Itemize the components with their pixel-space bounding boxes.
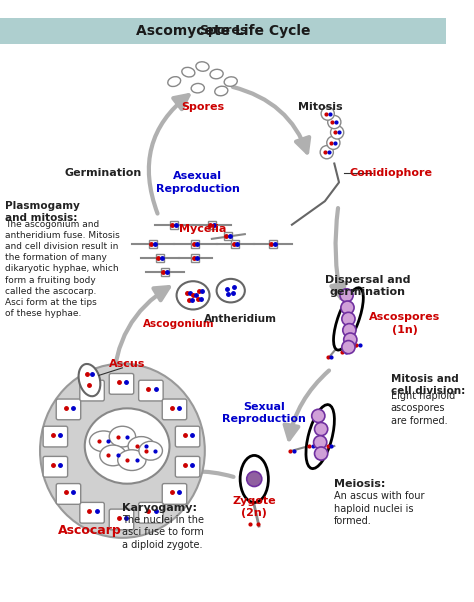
FancyBboxPatch shape <box>0 17 447 44</box>
Text: The nuclei in the
asci fuse to form
a diploid zygote.: The nuclei in the asci fuse to form a di… <box>122 515 204 550</box>
Text: Conidiophore: Conidiophore <box>349 168 432 178</box>
Circle shape <box>320 146 333 159</box>
Ellipse shape <box>182 67 195 77</box>
Ellipse shape <box>240 456 268 503</box>
Ellipse shape <box>334 288 364 350</box>
Text: The ascogonium and
antheridium fuse. Mitosis
and cell division result in
the for: The ascogonium and antheridium fuse. Mit… <box>5 220 119 318</box>
Ellipse shape <box>224 77 237 86</box>
Ellipse shape <box>128 436 155 456</box>
Ellipse shape <box>191 84 204 93</box>
Text: An ascus with four
haploid nuclei is
formed.: An ascus with four haploid nuclei is for… <box>334 491 425 526</box>
Text: Zygote
(2n): Zygote (2n) <box>232 496 276 518</box>
Circle shape <box>340 289 353 302</box>
Circle shape <box>344 333 357 346</box>
Circle shape <box>330 126 344 139</box>
Ellipse shape <box>90 431 118 452</box>
Ellipse shape <box>196 62 209 71</box>
Ellipse shape <box>210 69 223 79</box>
Ellipse shape <box>85 408 170 483</box>
Ellipse shape <box>109 426 136 447</box>
FancyBboxPatch shape <box>175 426 200 447</box>
Text: Eight haploid
ascospores
are formed.: Eight haploid ascospores are formed. <box>391 391 455 426</box>
Ellipse shape <box>118 450 146 471</box>
Circle shape <box>315 423 328 436</box>
Ellipse shape <box>79 364 100 396</box>
FancyBboxPatch shape <box>162 483 187 504</box>
Ellipse shape <box>168 77 181 86</box>
Text: Ascospores
(1n): Ascospores (1n) <box>369 312 440 335</box>
Ellipse shape <box>306 405 334 468</box>
Circle shape <box>341 301 354 314</box>
FancyBboxPatch shape <box>43 426 68 447</box>
FancyBboxPatch shape <box>139 503 163 523</box>
FancyBboxPatch shape <box>80 503 104 523</box>
Text: Germination: Germination <box>65 168 142 178</box>
Text: Antheridium: Antheridium <box>204 314 277 324</box>
Text: Dispersal and
germination: Dispersal and germination <box>325 275 410 297</box>
Text: Ascomycete Life Cycle: Ascomycete Life Cycle <box>136 23 310 38</box>
Ellipse shape <box>177 281 210 309</box>
Text: Ascocarp: Ascocarp <box>57 524 121 537</box>
Circle shape <box>314 436 327 449</box>
FancyBboxPatch shape <box>162 399 187 420</box>
Ellipse shape <box>217 279 245 302</box>
Text: Mitosis: Mitosis <box>298 102 343 112</box>
FancyBboxPatch shape <box>139 380 163 401</box>
Text: Spores: Spores <box>181 102 224 112</box>
Circle shape <box>343 324 356 337</box>
Text: Karyogamy:: Karyogamy: <box>122 503 197 512</box>
Text: Mycelia: Mycelia <box>179 225 226 234</box>
FancyBboxPatch shape <box>56 483 81 504</box>
FancyBboxPatch shape <box>43 456 68 477</box>
Circle shape <box>342 341 355 354</box>
Ellipse shape <box>100 445 126 466</box>
Text: Sexual
Reproduction: Sexual Reproduction <box>222 402 306 424</box>
Ellipse shape <box>139 441 163 460</box>
FancyBboxPatch shape <box>175 456 200 477</box>
FancyBboxPatch shape <box>80 380 104 401</box>
Circle shape <box>315 447 328 460</box>
Text: Asexual
Reproduction: Asexual Reproduction <box>156 171 240 194</box>
Circle shape <box>327 136 340 149</box>
Circle shape <box>247 471 262 486</box>
Circle shape <box>342 312 355 326</box>
FancyBboxPatch shape <box>56 399 81 420</box>
FancyBboxPatch shape <box>109 509 134 530</box>
Text: Mitosis and
cell division:: Mitosis and cell division: <box>391 374 465 396</box>
FancyBboxPatch shape <box>109 373 134 394</box>
Text: Ascus: Ascus <box>109 359 146 369</box>
Ellipse shape <box>40 364 205 538</box>
Circle shape <box>312 409 325 423</box>
Circle shape <box>328 116 341 129</box>
Text: Spores: Spores <box>199 24 247 37</box>
Ellipse shape <box>215 86 228 96</box>
Circle shape <box>321 107 334 120</box>
Text: Meiosis:: Meiosis: <box>334 479 386 489</box>
Text: Ascogonium: Ascogonium <box>143 318 215 329</box>
Text: Plasmogamy
and mitosis:: Plasmogamy and mitosis: <box>5 201 80 223</box>
